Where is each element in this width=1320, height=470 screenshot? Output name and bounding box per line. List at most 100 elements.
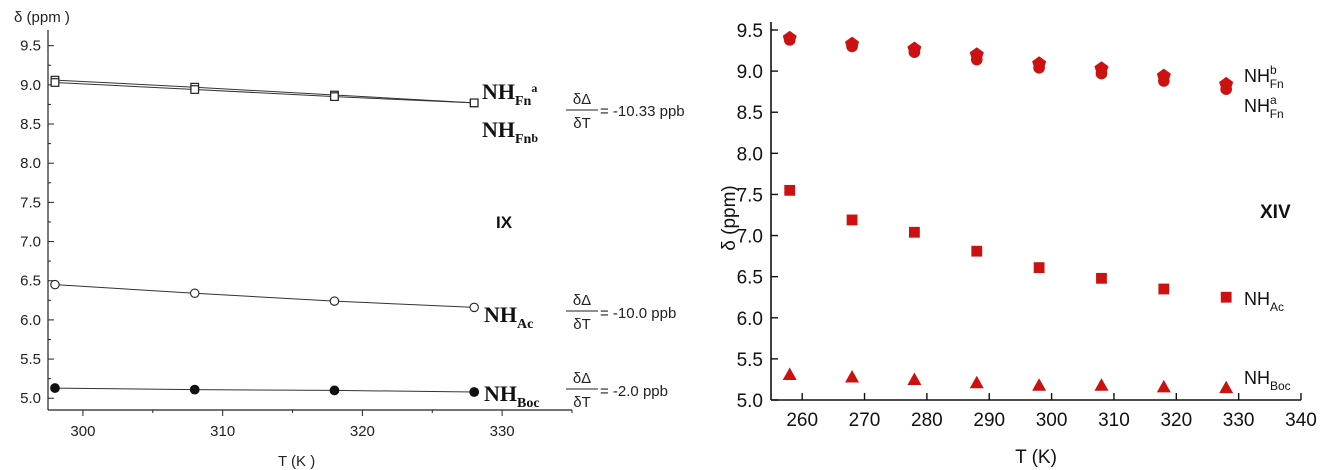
left-point-nhac [50, 279, 60, 290]
left-point-nhfnb [50, 78, 60, 87]
left-x-tick-label: 300 [70, 423, 95, 440]
coefficient-fn-value: = -10.33 ppb [600, 103, 685, 120]
right-y-tick-label: 7.5 [737, 185, 763, 206]
right-point-nhac [1220, 291, 1232, 303]
coefficient-boc-numerator: δΔ [573, 370, 591, 387]
right-y-axis-label: δ (ppm) [719, 185, 740, 250]
right-series [782, 30, 1234, 394]
coefficient-ac-denominator: δT [573, 316, 591, 333]
right-y-tick-label: 6.5 [737, 268, 763, 289]
left-y-tick-label: 7.0 [20, 234, 41, 251]
left-ticks: 5.0 5.5 6.0 6.5 7.0 7.5 8.0 8.5 9.0 9.5 300 310 320 3… [20, 38, 573, 440]
right-x-tick-label: 340 [1285, 410, 1317, 431]
right-x-tick-label: 330 [1223, 410, 1255, 431]
right-point-nhafn [908, 46, 921, 58]
left-x-axis-label: T (K ) [278, 453, 315, 470]
right-point-nhafn [970, 53, 983, 66]
right-annotation-nhac: NHAc [1244, 289, 1284, 314]
right-point-nhac [1158, 283, 1170, 295]
right-point-nhafn [1220, 83, 1232, 95]
left-annotation-nhfna: NHFna [482, 79, 537, 109]
coefficient-ac-value: = -10.0 ppb [600, 305, 676, 322]
right-point-nhafn [1095, 67, 1108, 80]
left-y-tick-label: 5.5 [20, 351, 41, 368]
right-point-nhboc [1032, 378, 1047, 391]
left-x-tick-label: 320 [350, 423, 375, 440]
left-point-nhfnb [469, 98, 479, 108]
left-y-tick-label: 5.0 [20, 390, 41, 407]
left-series-line-nhac [54, 284, 475, 308]
right-point-nhafn [1033, 62, 1045, 74]
right-point-nhboc [845, 369, 860, 383]
left-y-tick-label: 7.5 [20, 194, 41, 211]
left-y-tick-label: 8.5 [20, 116, 41, 133]
right-point-nhafn [1158, 75, 1170, 87]
right-x-tick-label: 300 [1036, 410, 1068, 431]
left-point-nhfnb [330, 92, 339, 101]
left-y-tick-label: 6.5 [20, 273, 41, 290]
right-point-nhac [784, 184, 796, 196]
right-panel-label: XIV [1260, 202, 1291, 223]
coefficient-boc: δΔ δT = -2.0 ppb [566, 370, 668, 411]
left-chart: δ (ppm ) 5.0 5.5 6.0 6.5 7.0 7.5 8.0 8.5 9.0 9.5 3… [14, 9, 685, 470]
left-series [50, 75, 480, 397]
left-point-nhac [329, 296, 340, 306]
left-panel-label: IX [496, 213, 513, 232]
right-y-tick-label: 9.0 [737, 62, 763, 83]
left-annotation-nhboc: NHBoc [484, 381, 540, 411]
right-point-nhac [846, 214, 858, 226]
right-annotation-nhafn: NHa Fn [1244, 93, 1284, 121]
left-y-axis-label: δ (ppm ) [14, 9, 70, 26]
right-y-tick-label: 5.0 [737, 391, 763, 412]
left-series-line-nhboc [54, 387, 475, 393]
right-point-nhafn [846, 40, 858, 53]
right-axes [770, 22, 1301, 401]
right-point-nhboc [907, 372, 922, 385]
left-point-nhac [469, 302, 479, 313]
coefficient-ac-numerator: δΔ [573, 292, 591, 309]
left-point-nhac [189, 288, 200, 299]
right-annotation-nhbfn: NHb Fn [1244, 63, 1284, 91]
right-point-nhboc [1156, 379, 1171, 393]
left-point-nhboc [50, 383, 60, 393]
right-chart: 5.0 5.5 6.0 6.5 7.0 7.5 8.0 8.5 9.0 9.5 260 270 280 2… [719, 21, 1317, 468]
left-annotation-nhac: NHAc [484, 302, 533, 332]
right-y-tick-label: 7.0 [737, 227, 763, 248]
left-series-line-nhfnb [54, 82, 475, 104]
right-point-nhac [1096, 272, 1107, 284]
right-point-nhac [971, 245, 983, 257]
right-y-tick-label: 8.0 [737, 144, 763, 165]
left-point-nhboc [329, 385, 340, 396]
right-ticks: 5.0 5.5 6.0 6.5 7.0 7.5 8.0 8.5 9.0 9.5 260 270 280 2… [737, 21, 1317, 431]
right-point-nhboc [969, 375, 984, 389]
right-point-nhboc [1094, 378, 1109, 391]
right-point-nhac [909, 226, 920, 238]
right-x-tick-label: 260 [786, 410, 818, 431]
left-x-tick-label: 330 [490, 423, 515, 440]
left-annotation-nhfnb: NHFnb [482, 117, 538, 147]
left-y-tick-label: 6.0 [20, 312, 41, 329]
left-y-tick-label: 8.0 [20, 155, 41, 172]
right-x-tick-label: 320 [1160, 410, 1192, 431]
right-point-nhboc [1219, 380, 1234, 394]
right-point-nhafn [783, 34, 796, 46]
right-x-tick-label: 290 [973, 410, 1005, 431]
left-y-tick-label: 9.5 [20, 38, 41, 55]
left-point-nhboc [469, 387, 480, 397]
right-x-tick-label: 310 [1098, 410, 1130, 431]
right-y-tick-label: 8.5 [737, 103, 763, 124]
right-point-nhac [1033, 262, 1045, 274]
right-x-tick-label: 280 [911, 410, 943, 431]
left-y-tick-label: 9.0 [20, 77, 41, 94]
left-axes [47, 30, 572, 411]
right-x-axis-label: T (K) [1015, 447, 1057, 468]
right-annotation-nhboc: NHBoc [1244, 368, 1291, 393]
coefficient-boc-value: = -2.0 ppb [600, 383, 668, 400]
right-point-nhboc [782, 367, 797, 381]
coefficient-fn-denominator: δT [573, 115, 591, 132]
left-series-line-nhfna [54, 79, 475, 104]
coefficient-fn: δΔ δT = -10.33 ppb [566, 91, 685, 132]
coefficient-fn-numerator: δΔ [573, 91, 591, 108]
right-y-tick-label: 9.5 [737, 21, 763, 42]
